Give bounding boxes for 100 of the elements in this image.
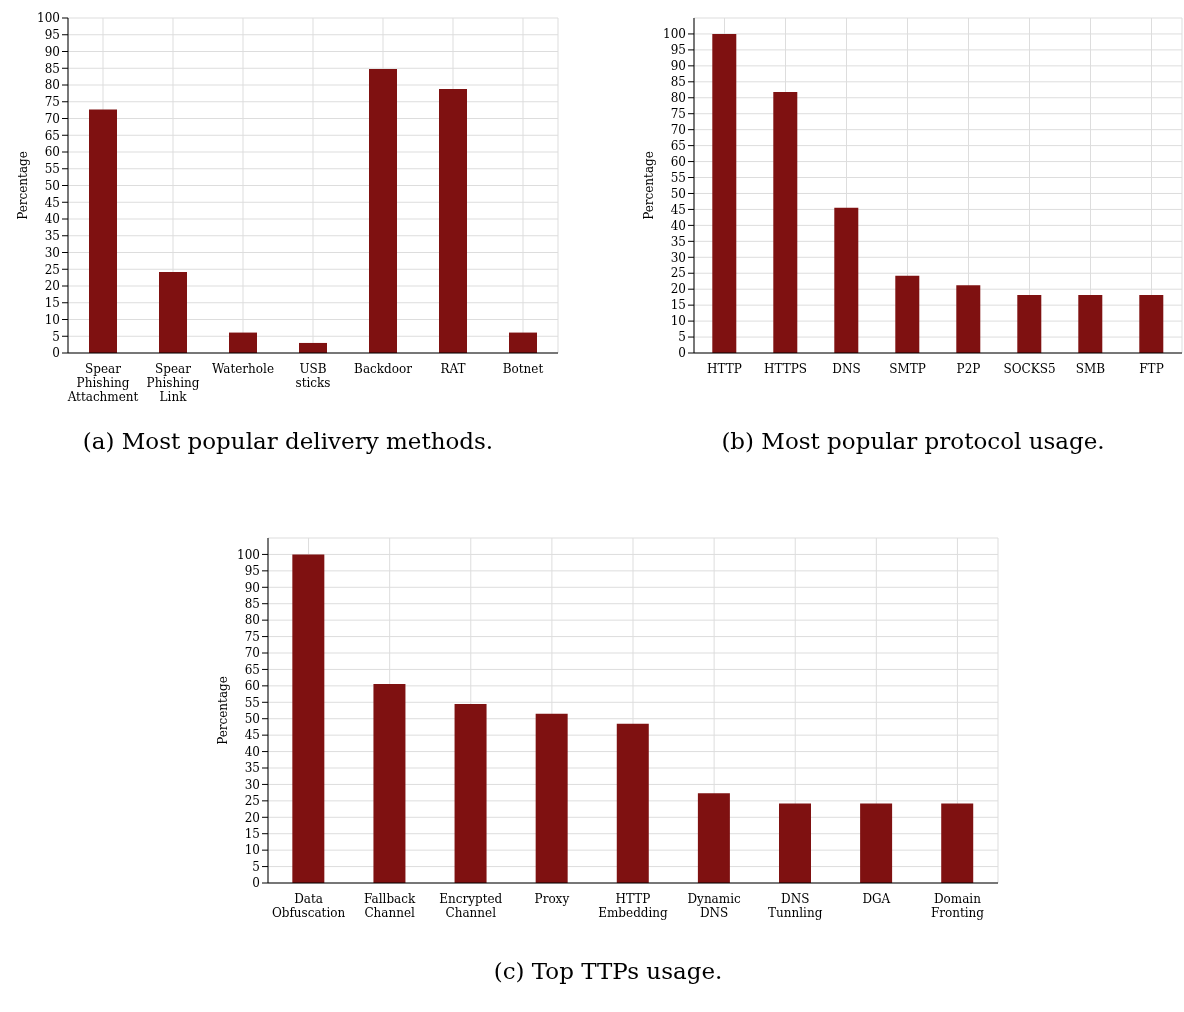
bar (712, 33, 737, 353)
x-tick-label: Backdoor (354, 362, 413, 376)
bar (860, 803, 893, 883)
y-tick-label: 55 (44, 162, 60, 177)
y-tick-label: 35 (244, 761, 260, 776)
y-tick-label: 45 (670, 202, 686, 217)
y-tick-label: 30 (44, 245, 60, 260)
y-tick-label: 45 (44, 195, 60, 210)
y-tick-label: 50 (244, 711, 260, 726)
x-tick-label: Domain Fronting (930, 892, 985, 920)
y-tick-label: 95 (244, 564, 260, 579)
x-tick-label: Encrypted Channel (439, 892, 503, 920)
bar (373, 683, 406, 883)
x-tick-label: Dynamic DNS (687, 892, 741, 920)
x-tick-label: DGA (862, 892, 891, 906)
y-tick-label: 5 (678, 330, 686, 345)
y-axis-title: Percentage (642, 151, 657, 220)
y-axis-title: Percentage (216, 676, 231, 745)
bar (509, 332, 537, 353)
y-tick-label: 90 (670, 59, 686, 74)
y-tick-label: 100 (37, 11, 60, 26)
y-tick-label: 70 (244, 646, 260, 661)
bar (773, 92, 798, 353)
bar (779, 803, 811, 883)
y-tick-label: 60 (44, 145, 60, 160)
bar (616, 723, 649, 883)
y-tick-label: 90 (244, 580, 260, 595)
bar (159, 271, 187, 353)
x-tick-label: Fallback Channel (364, 892, 416, 920)
y-tick-label: 55 (244, 695, 260, 710)
y-tick-label: 100 (663, 27, 686, 42)
y-tick-label: 15 (244, 826, 260, 841)
y-tick-label: 30 (244, 777, 260, 792)
y-tick-label: 0 (252, 876, 260, 891)
y-tick-label: 10 (44, 312, 60, 327)
y-tick-label: 35 (670, 234, 686, 249)
x-tick-label: FTP (1139, 362, 1164, 376)
bar (1078, 294, 1103, 353)
bar (292, 554, 325, 883)
x-tick-label: Proxy (534, 892, 570, 906)
y-tick-label: 75 (44, 95, 60, 110)
x-tick-label: Spear Phishing Link (146, 362, 200, 404)
x-tick-label: USB sticks (295, 362, 331, 390)
y-tick-label: 25 (44, 262, 60, 277)
bar (535, 713, 568, 883)
bar (89, 109, 117, 353)
y-tick-label: 70 (44, 111, 60, 126)
x-tick-label: Botnet (502, 362, 544, 376)
bar (229, 332, 257, 353)
y-tick-label: 20 (670, 282, 686, 297)
y-tick-label: 50 (670, 186, 686, 201)
bar (369, 68, 397, 353)
y-tick-label: 45 (244, 728, 260, 743)
text: (b) Most popular protocol usage. (720, 428, 1106, 454)
x-tick-label: HTTP Embedding (598, 892, 669, 920)
y-tick-label: 65 (44, 128, 60, 143)
text: (a) Most popular delivery methods. (81, 428, 495, 454)
y-tick-label: 100 (237, 547, 260, 562)
y-tick-label: 90 (44, 44, 60, 59)
y-tick-label: 60 (670, 154, 686, 169)
x-tick-label: RAT (440, 362, 466, 376)
y-tick-label: 80 (244, 613, 260, 628)
y-tick-label: 65 (670, 138, 686, 153)
y-tick-label: 40 (670, 218, 686, 233)
y-tick-label: 65 (244, 662, 260, 677)
x-tick-label: Data Obfuscation (271, 892, 346, 920)
bar (697, 793, 730, 883)
y-tick-label: 95 (44, 28, 60, 43)
y-tick-label: 15 (44, 296, 60, 311)
y-tick-label: 25 (244, 794, 260, 809)
y-tick-label: 85 (244, 596, 260, 611)
y-tick-label: 80 (44, 78, 60, 93)
text: (c) Top TTPs usage. (492, 958, 724, 984)
bar (1017, 294, 1042, 353)
x-tick-label: HTTPS (764, 362, 807, 376)
y-tick-label: 10 (244, 843, 260, 858)
bar (1139, 294, 1164, 353)
y-tick-label: 60 (244, 679, 260, 694)
y-tick-label: 50 (44, 178, 60, 193)
x-tick-label: SOCKS5 (1003, 362, 1056, 376)
y-tick-label: 75 (670, 106, 686, 121)
bar (439, 89, 467, 353)
bar (454, 703, 487, 883)
y-tick-label: 0 (678, 346, 686, 361)
y-tick-label: 5 (252, 859, 260, 874)
y-tick-label: 85 (670, 75, 686, 90)
y-tick-label: 30 (670, 250, 686, 265)
y-tick-label: 35 (44, 229, 60, 244)
y-tick-label: 5 (52, 329, 60, 344)
bar (956, 285, 981, 353)
bar (895, 275, 920, 353)
y-tick-label: 40 (244, 744, 260, 759)
y-tick-label: 85 (44, 61, 60, 76)
y-axis-title: Percentage (16, 151, 31, 220)
x-tick-label: P2P (956, 362, 981, 376)
y-tick-label: 80 (670, 91, 686, 106)
x-tick-label: HTTP (707, 362, 742, 376)
x-tick-label: DNS (832, 362, 861, 376)
y-tick-label: 55 (670, 170, 686, 185)
y-tick-label: 20 (44, 279, 60, 294)
